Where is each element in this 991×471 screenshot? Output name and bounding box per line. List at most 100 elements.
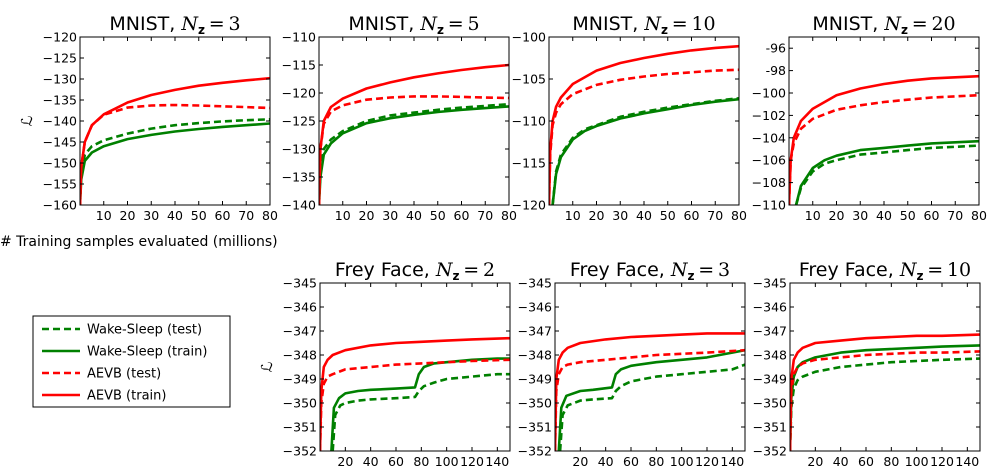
title-math-symbol: N <box>899 259 918 281</box>
legend: Wake-Sleep (test) Wake-Sleep (train) AEVB … <box>32 315 231 408</box>
x-tick-label: 50 <box>191 208 207 223</box>
x-tick-label: 60 <box>623 454 639 469</box>
title-math-value: = <box>459 259 483 281</box>
x-tick-label: 60 <box>388 454 404 469</box>
title-text: MNIST, <box>812 13 884 35</box>
subplot-2: 10 20 30 40 50 60 70 80 −140 −135 −130 −125 −120 −115… <box>282 13 517 223</box>
series-line-wake-sleep-train <box>557 348 745 451</box>
y-tick-label: −349 <box>518 372 552 387</box>
legend-entry-label: AEVB (train) <box>87 389 166 404</box>
title-math-subscript: z <box>453 269 460 283</box>
title-text: MNIST, <box>572 13 644 35</box>
x-tick-label: 30 <box>143 208 159 223</box>
title-math-value: = <box>694 259 718 281</box>
y-tick-label: −349 <box>753 372 787 387</box>
x-tick-label: 40 <box>833 454 849 469</box>
subplot-5: 20 40 60 80 100 120 140 −352 −351 −350 −349 −348 −34… <box>258 259 511 469</box>
y-tick-label: −120 <box>512 198 546 213</box>
y-tick-label: −348 <box>518 348 552 363</box>
x-tick-label: 70 <box>947 208 963 223</box>
series-line-wake-sleep-train <box>551 97 739 205</box>
x-tick-label: 30 <box>382 208 398 223</box>
x-tick-label: 50 <box>660 208 676 223</box>
x-tick-label: 120 <box>460 454 484 469</box>
series-line-wake-sleep-test <box>80 118 270 205</box>
title-math-value: = <box>923 259 947 281</box>
x-tick-label: 40 <box>636 208 652 223</box>
x-tick-label: 80 <box>731 208 747 223</box>
legend-entry-label: Wake-Sleep (test) <box>87 323 202 338</box>
title-math-subscript: z <box>916 269 923 283</box>
x-tick-label: 20 <box>120 208 136 223</box>
y-tick-label: −110 <box>282 30 316 45</box>
y-tick-label: −115 <box>512 156 546 171</box>
series-line-wake-sleep-train <box>330 357 510 451</box>
y-tick-label: −347 <box>518 324 552 339</box>
series-line-wake-sleep-test <box>331 372 510 451</box>
title-math-subscript: z <box>437 23 444 37</box>
x-tick-label: 80 <box>413 454 429 469</box>
y-tick-label: −348 <box>753 348 787 363</box>
x-tick-label: 50 <box>900 208 916 223</box>
axes-frame <box>548 36 740 206</box>
x-tick-label: 40 <box>876 208 892 223</box>
y-tick-label: −130 <box>282 142 316 157</box>
y-tick-label: −350 <box>518 396 552 411</box>
series-line-aevb-train <box>789 74 979 205</box>
title-math-symbol: N <box>419 13 438 35</box>
y-tick-label: −120 <box>43 30 77 45</box>
x-tick-label: 140 <box>955 454 979 469</box>
x-tick-label: 20 <box>359 208 375 223</box>
y-tick-label: −106 <box>752 153 786 168</box>
x-tick-label: 40 <box>406 208 422 223</box>
series-line-aevb-train <box>790 333 980 451</box>
subplot-title: Frey Face, Nz = 3 <box>570 259 730 283</box>
y-tick-label: −108 <box>752 175 786 190</box>
title-math-symbol: N <box>643 13 662 35</box>
y-tick-label: −160 <box>43 198 77 213</box>
y-tick-label: −345 <box>753 276 787 291</box>
title-math-symbol: N <box>180 13 199 35</box>
x-tick-label: 30 <box>612 208 628 223</box>
title-math-value: = <box>205 13 229 35</box>
y-tick-label: −352 <box>753 444 787 459</box>
x-tick-label: 80 <box>648 454 664 469</box>
subplot-title: MNIST, Nz = 5 <box>348 13 479 37</box>
series-line-aevb-test <box>790 350 980 451</box>
x-tick-label: 40 <box>167 208 183 223</box>
y-tick-label: −349 <box>283 372 317 387</box>
y-tick-label: −150 <box>43 156 77 171</box>
x-tick-label: 80 <box>971 208 987 223</box>
series-line-wake-sleep-train <box>80 122 270 205</box>
y-tick-label: −115 <box>282 58 316 73</box>
legend-frame <box>32 315 231 408</box>
title-math-symbol: N <box>670 259 689 281</box>
y-tick-label: −135 <box>43 93 77 108</box>
axes-frame <box>788 36 980 206</box>
y-axis-label: ℒ <box>18 116 36 127</box>
subplot-7: 20 40 60 80 100 120 140 −352 −351 −350 −349 −348 −34… <box>753 259 981 469</box>
title-value: 20 <box>931 13 955 35</box>
x-tick-label: 70 <box>477 208 493 223</box>
x-tick-label: 40 <box>598 454 614 469</box>
y-tick-label: −345 <box>283 276 317 291</box>
x-tick-label: 60 <box>454 208 470 223</box>
title-math-subscript: z <box>661 23 668 37</box>
y-tick-label: −140 <box>43 114 77 129</box>
y-tick-label: −352 <box>518 444 552 459</box>
y-tick-label: −100 <box>512 30 546 45</box>
series-line-wake-sleep-test <box>794 144 979 205</box>
x-tick-label: 80 <box>501 208 517 223</box>
y-tick-label: −135 <box>282 170 316 185</box>
y-tick-label: −351 <box>753 420 787 435</box>
y-tick-label: −346 <box>283 300 317 315</box>
subplot-title: MNIST, Nz = 10 <box>572 13 715 37</box>
title-text: Frey Face, <box>799 259 900 281</box>
x-tick-label: 10 <box>96 208 112 223</box>
x-tick-label: 140 <box>485 454 509 469</box>
axes-frame <box>789 282 981 452</box>
series-line-aevb-test <box>555 348 745 451</box>
x-tick-label: 80 <box>883 454 899 469</box>
y-tick-label: −125 <box>282 114 316 129</box>
title-text: MNIST, <box>109 13 181 35</box>
